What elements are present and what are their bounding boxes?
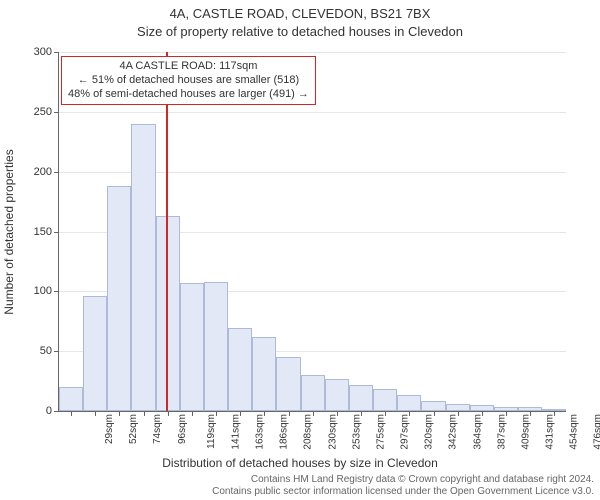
histogram-bar: [83, 296, 107, 411]
x-tick-label: 96sqm: [177, 414, 188, 444]
x-tick-label: 163sqm: [255, 414, 266, 450]
y-tick-mark: [54, 52, 59, 53]
y-tick-label: 100: [12, 285, 52, 297]
histogram-bar: [180, 283, 204, 411]
y-tick-label: 200: [12, 166, 52, 178]
annotation-line-2: ← 51% of detached houses are smaller (51…: [68, 74, 309, 88]
gridline: [59, 52, 566, 53]
x-tick-label: 364sqm: [472, 414, 483, 450]
histogram-bar: [59, 387, 83, 411]
credit-line-2: Contains public sector information licen…: [212, 486, 594, 498]
histogram-bar: [204, 282, 228, 411]
x-tick-label: 141sqm: [230, 414, 241, 450]
histogram-bar: [252, 337, 276, 411]
plot-area: 4A CASTLE ROAD: 117sqm← 51% of detached …: [58, 52, 566, 412]
marker-line: [166, 52, 168, 411]
y-tick-label: 150: [12, 226, 52, 238]
x-tick-mark: [192, 411, 193, 416]
annotation-line-3: 48% of semi-detached houses are larger (…: [68, 88, 309, 102]
x-tick-label: 342sqm: [448, 414, 459, 450]
x-tick-label: 74sqm: [152, 414, 163, 444]
annotation-box: 4A CASTLE ROAD: 117sqm← 51% of detached …: [61, 56, 316, 105]
x-tick-label: 208sqm: [303, 414, 314, 450]
histogram-bar: [325, 379, 349, 411]
x-tick-mark: [71, 411, 72, 416]
histogram-bar: [131, 124, 155, 411]
x-tick-mark: [144, 411, 145, 416]
y-tick-mark: [54, 232, 59, 233]
x-tick-label: 230sqm: [327, 414, 338, 450]
y-tick-label: 0: [12, 405, 52, 417]
histogram-bar: [397, 395, 421, 411]
x-tick-label: 320sqm: [424, 414, 435, 450]
y-tick-mark: [54, 351, 59, 352]
y-tick-label: 50: [12, 345, 52, 357]
x-tick-label: 476sqm: [593, 414, 600, 450]
x-tick-label: 297sqm: [400, 414, 411, 450]
y-tick-label: 300: [12, 46, 52, 58]
y-tick-mark: [54, 411, 59, 412]
y-tick-mark: [54, 172, 59, 173]
x-tick-mark: [119, 411, 120, 416]
x-tick-label: 454sqm: [569, 414, 580, 450]
histogram-bar: [421, 401, 445, 411]
x-tick-label: 253sqm: [351, 414, 362, 450]
y-tick-mark: [54, 112, 59, 113]
y-tick-mark: [54, 291, 59, 292]
histogram-bar: [373, 389, 397, 411]
gridline: [59, 112, 566, 113]
x-axis-title: Distribution of detached houses by size …: [0, 456, 600, 470]
y-tick-label: 250: [12, 106, 52, 118]
histogram-bar: [446, 404, 470, 411]
x-tick-label: 186sqm: [279, 414, 290, 450]
x-tick-label: 275sqm: [375, 414, 386, 450]
chart-title-address: 4A, CASTLE ROAD, CLEVEDON, BS21 7BX: [0, 6, 600, 21]
annotation-line-1: 4A CASTLE ROAD: 117sqm: [68, 60, 309, 74]
x-tick-label: 431sqm: [545, 414, 556, 450]
histogram-bar: [276, 357, 300, 411]
x-tick-label: 119sqm: [206, 414, 217, 449]
chart-container: 4A, CASTLE ROAD, CLEVEDON, BS21 7BX Size…: [0, 0, 600, 500]
x-tick-mark: [168, 411, 169, 416]
histogram-bar: [301, 375, 325, 411]
x-tick-label: 52sqm: [128, 414, 139, 444]
x-tick-label: 387sqm: [496, 414, 507, 450]
credit-text: Contains HM Land Registry data © Crown c…: [212, 474, 594, 498]
x-tick-label: 409sqm: [520, 414, 531, 450]
histogram-bar: [228, 328, 252, 411]
credit-line-1: Contains HM Land Registry data © Crown c…: [212, 474, 594, 486]
x-tick-mark: [95, 411, 96, 416]
histogram-bar: [349, 385, 373, 411]
x-tick-label: 29sqm: [104, 414, 115, 444]
histogram-bar: [107, 186, 131, 411]
chart-title-desc: Size of property relative to detached ho…: [0, 24, 600, 39]
